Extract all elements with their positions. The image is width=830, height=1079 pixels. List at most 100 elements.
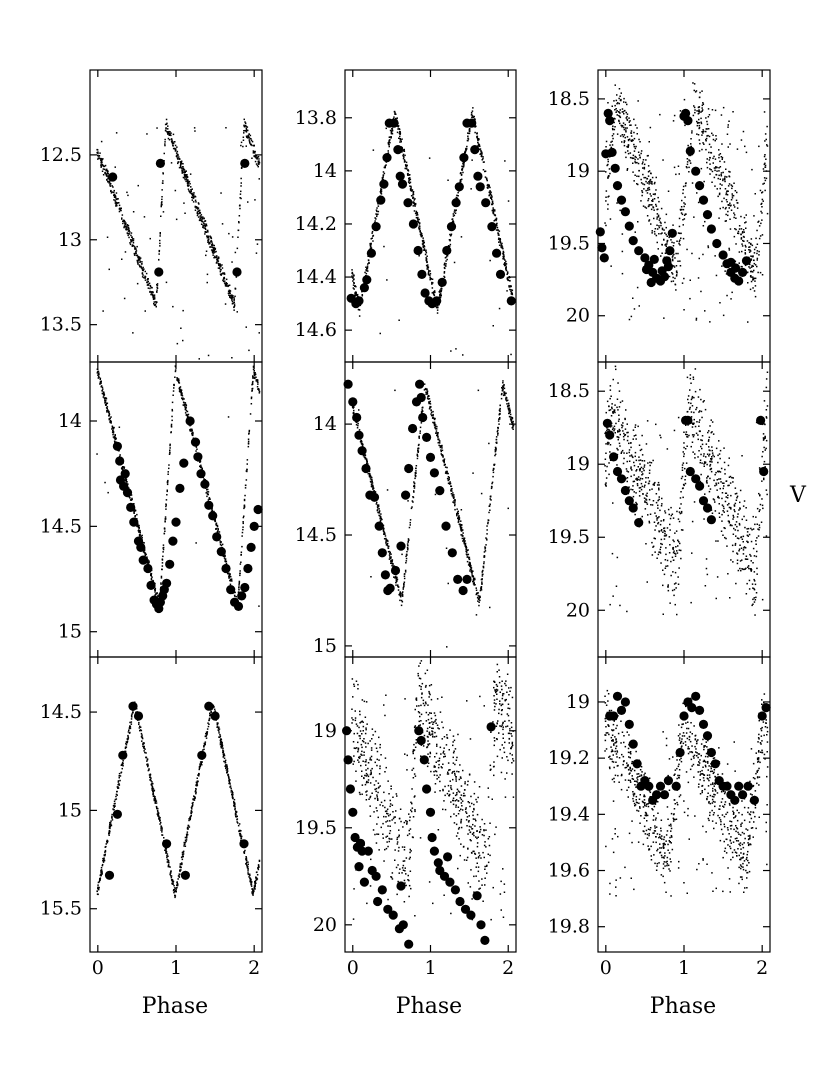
data-point-small — [170, 426, 173, 428]
data-point-small — [459, 179, 462, 182]
data-point-small — [631, 455, 633, 458]
data-point-small — [460, 526, 463, 529]
data-point-small — [393, 576, 395, 578]
data-point-small — [502, 252, 504, 255]
data-point-small — [167, 479, 169, 482]
data-point-small — [122, 220, 124, 222]
data-point-small — [184, 212, 186, 214]
data-point-small — [508, 415, 511, 418]
data-point-small — [447, 472, 449, 475]
data-point-small — [238, 205, 241, 207]
data-point-small — [353, 282, 355, 284]
data-point-small — [495, 219, 497, 222]
data-point-small — [229, 580, 232, 582]
data-point — [408, 423, 418, 434]
data-point-small — [491, 209, 494, 212]
data-point-small — [214, 251, 216, 253]
data-point-small — [394, 112, 396, 114]
data-point-small — [708, 439, 710, 441]
data-point-small — [725, 273, 728, 275]
data-point-small — [184, 171, 186, 174]
data-point-small — [508, 286, 510, 288]
data-point-small — [354, 291, 356, 294]
data-point-small — [473, 584, 475, 586]
data-point-small — [146, 281, 148, 284]
data-point-small — [502, 389, 504, 391]
data-point-small — [495, 447, 497, 449]
data-point-small — [659, 217, 661, 220]
data-point-small — [114, 202, 117, 204]
data-point-small — [352, 278, 355, 281]
data-point-small — [648, 188, 651, 191]
data-point-small — [729, 482, 732, 484]
data-point-small — [386, 545, 389, 547]
data-point-small — [248, 430, 250, 433]
data-point-small — [660, 224, 662, 227]
data-point-small — [629, 152, 632, 154]
data-point — [403, 198, 413, 208]
data-point-small — [113, 199, 115, 201]
data-point-small — [508, 405, 510, 407]
data-point-small — [504, 259, 506, 261]
data-point-small — [174, 189, 177, 192]
data-point-small — [655, 205, 658, 207]
data-point-small — [155, 305, 157, 308]
data-point-small — [432, 410, 434, 413]
data-point-small — [496, 226, 499, 229]
data-point-small — [641, 191, 644, 194]
data-point-small — [698, 112, 700, 114]
data-point-small — [616, 202, 618, 204]
data-point-small — [726, 190, 729, 192]
data-point-small — [507, 272, 509, 274]
data-point-small — [706, 128, 708, 130]
data-point-small — [741, 250, 743, 253]
data-point-small — [360, 442, 363, 445]
data-point-small — [622, 430, 624, 432]
data-point-small — [406, 550, 408, 553]
data-point-small — [446, 255, 449, 257]
data-point-small — [153, 294, 156, 296]
data-point-small — [691, 130, 693, 132]
data-point-small — [480, 152, 482, 155]
data-point-small — [238, 589, 240, 591]
data-point-small — [168, 139, 171, 141]
data-point-small — [488, 194, 491, 196]
data-point-small — [436, 425, 438, 428]
data-point-small — [645, 499, 648, 501]
data-point-small — [739, 507, 741, 509]
data-point-small — [234, 251, 237, 254]
data-point-small — [642, 473, 644, 475]
data-point-small — [434, 426, 437, 428]
data-point-small — [372, 485, 374, 488]
data-point-small — [724, 468, 726, 471]
data-point-small — [471, 115, 474, 117]
data-point-small — [454, 508, 456, 511]
data-point-small — [390, 553, 392, 555]
data-point-small — [248, 140, 251, 143]
data-point-small — [164, 143, 166, 145]
data-point-small — [197, 202, 200, 204]
data-point-small — [165, 505, 167, 508]
data-point-small — [661, 252, 663, 254]
data-point-small — [716, 188, 718, 190]
data-point-small — [104, 400, 106, 402]
data-point-small — [411, 500, 414, 502]
data-point-small — [165, 508, 167, 510]
data-point-small — [171, 408, 173, 411]
data-point-small — [647, 198, 650, 200]
data-point-small — [463, 540, 466, 543]
data-point-small — [151, 294, 154, 296]
data-point-small — [206, 491, 208, 493]
data-point-small — [136, 282, 139, 285]
data-point-small — [686, 166, 688, 169]
data-point-small — [499, 409, 501, 411]
data-point-small — [494, 450, 497, 453]
data-point-small — [635, 459, 638, 462]
data-point-small — [407, 170, 410, 172]
observed-points — [112, 416, 263, 614]
model-dots — [604, 82, 769, 323]
data-point-small — [413, 487, 416, 489]
data-point-small — [633, 150, 636, 152]
data-point-small — [722, 178, 724, 180]
